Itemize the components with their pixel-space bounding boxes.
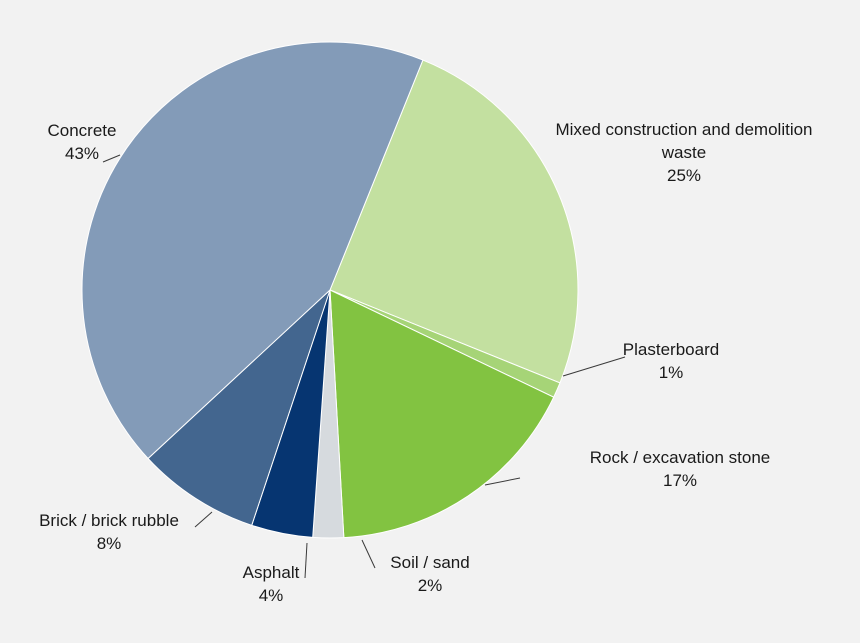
slice-name-label: waste bbox=[661, 143, 706, 162]
leader-line bbox=[484, 477, 521, 486]
leader-line bbox=[304, 542, 308, 579]
slice-percent-label: 43% bbox=[65, 144, 99, 163]
slice-labels: Mixed construction and demolition waste 25… bbox=[39, 120, 812, 605]
pie-slice-concrete bbox=[81, 41, 424, 460]
pie-slices bbox=[81, 41, 579, 539]
slice-name-label: Plasterboard bbox=[623, 340, 719, 359]
pie-slice-brick-brick-rubble bbox=[147, 289, 331, 526]
slice-percent-label: 4% bbox=[259, 586, 284, 605]
slice-percent-label: 2% bbox=[418, 576, 443, 595]
slice-name-label: Rock / excavation stone bbox=[590, 448, 770, 467]
slice-label: Soil / sand 2% bbox=[390, 553, 469, 595]
leader-line bbox=[102, 154, 121, 163]
slice-label: Rock / excavation stone 17% bbox=[590, 448, 770, 490]
slice-percent-label: 1% bbox=[659, 363, 684, 382]
leader-lines bbox=[102, 154, 626, 579]
slice-percent-label: 8% bbox=[97, 534, 122, 553]
slice-label: Concrete 43% bbox=[48, 121, 117, 163]
slice-label: Asphalt 4% bbox=[243, 563, 300, 605]
slice-name-label: Brick / brick rubble bbox=[39, 511, 179, 530]
slice-name-label: Concrete bbox=[48, 121, 117, 140]
pie-slice-mixed-construction-and-demolition-waste bbox=[329, 59, 579, 384]
slice-name-label: Soil / sand bbox=[390, 553, 469, 572]
slice-name-label: Asphalt bbox=[243, 563, 300, 582]
slice-label: Plasterboard 1% bbox=[623, 340, 719, 382]
slice-percent-label: 17% bbox=[663, 471, 697, 490]
slice-name-label: Mixed construction and demolition bbox=[555, 120, 812, 139]
leader-line bbox=[562, 356, 626, 377]
slice-label: Mixed construction and demolition waste 25… bbox=[555, 120, 812, 185]
slice-percent-label: 25% bbox=[667, 166, 701, 185]
leader-line bbox=[361, 539, 376, 569]
leader-line bbox=[194, 511, 213, 528]
pie-slice-rock-excavation-stone bbox=[329, 289, 555, 539]
slice-label: Brick / brick rubble 8% bbox=[39, 511, 179, 553]
